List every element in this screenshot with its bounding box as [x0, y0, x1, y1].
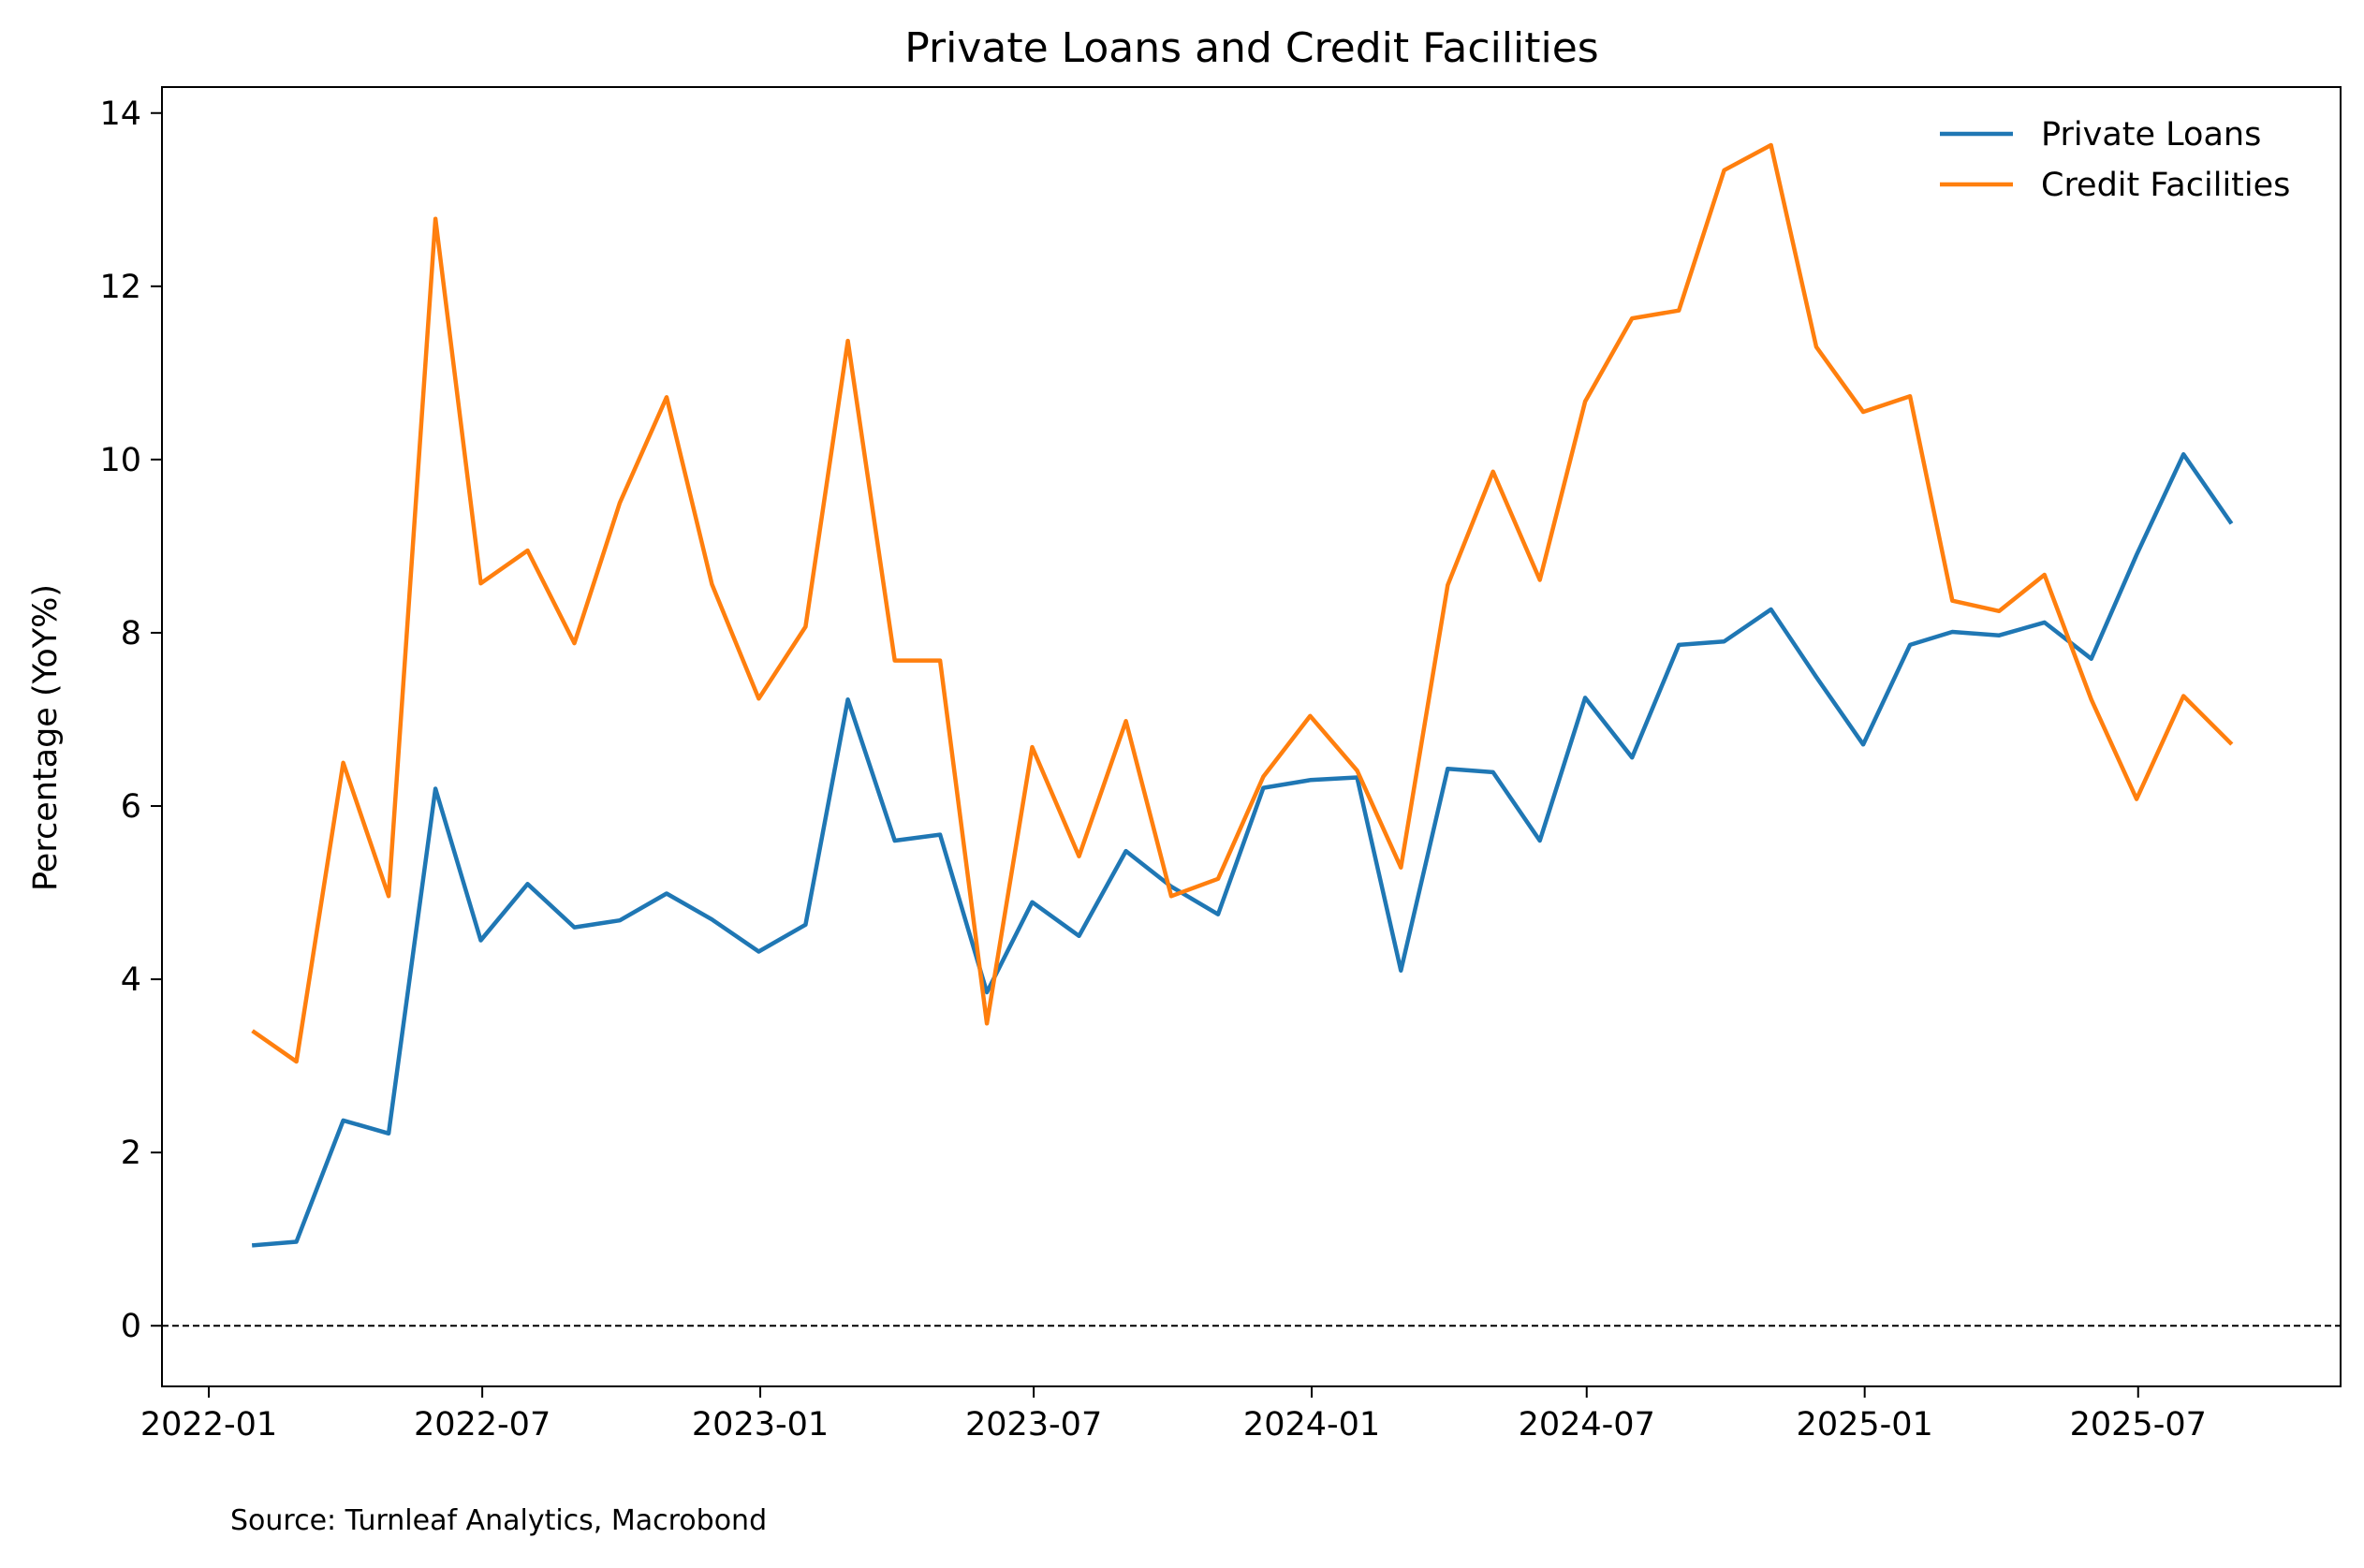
- x-axis: 2022-01 2022-07 2023-01 2023-07 2024-01 2024-…: [140, 1386, 2207, 1443]
- x-tick-label: 2024-01: [1243, 1406, 1380, 1443]
- y-tick-label: 0: [121, 1308, 141, 1345]
- y-tick-label: 6: [121, 788, 141, 826]
- y-tick-label: 14: [99, 95, 141, 133]
- x-tick-label: 2025-01: [1797, 1406, 1933, 1443]
- y-tick-label: 10: [99, 442, 141, 479]
- y-axis-label: Percentage (YoY%): [27, 584, 65, 891]
- source-note: Source: Turnleaf Analytics, Macrobond: [230, 1504, 767, 1537]
- legend: Private Loans Credit Facilities: [1940, 116, 2290, 204]
- y-tick-label: 4: [121, 961, 141, 999]
- legend-label-private-loans: Private Loans: [2041, 116, 2261, 154]
- y-axis: 0 2 4 6 8 10 12 14: [99, 95, 162, 1345]
- series-layer: [251, 142, 2234, 1248]
- legend-label-credit-facilities: Credit Facilities: [2041, 167, 2290, 204]
- chart-title: Private Loans and Credit Facilities: [904, 24, 1598, 72]
- y-tick-label: 2: [121, 1135, 141, 1172]
- x-tick-label: 2024-07: [1519, 1406, 1655, 1443]
- x-tick-label: 2023-01: [692, 1406, 829, 1443]
- series-line-private-loans: [251, 452, 2234, 1248]
- y-tick-label: 8: [121, 615, 141, 652]
- x-tick-label: 2022-01: [140, 1406, 277, 1443]
- x-tick-label: 2022-07: [414, 1406, 551, 1443]
- x-tick-label: 2023-07: [965, 1406, 1102, 1443]
- x-tick-label: 2025-07: [2070, 1406, 2207, 1443]
- plot-frame: [161, 86, 2342, 1387]
- y-tick-label: 12: [99, 269, 141, 306]
- series-line-credit-facilities: [251, 142, 2234, 1064]
- plot-area: [161, 86, 2342, 1387]
